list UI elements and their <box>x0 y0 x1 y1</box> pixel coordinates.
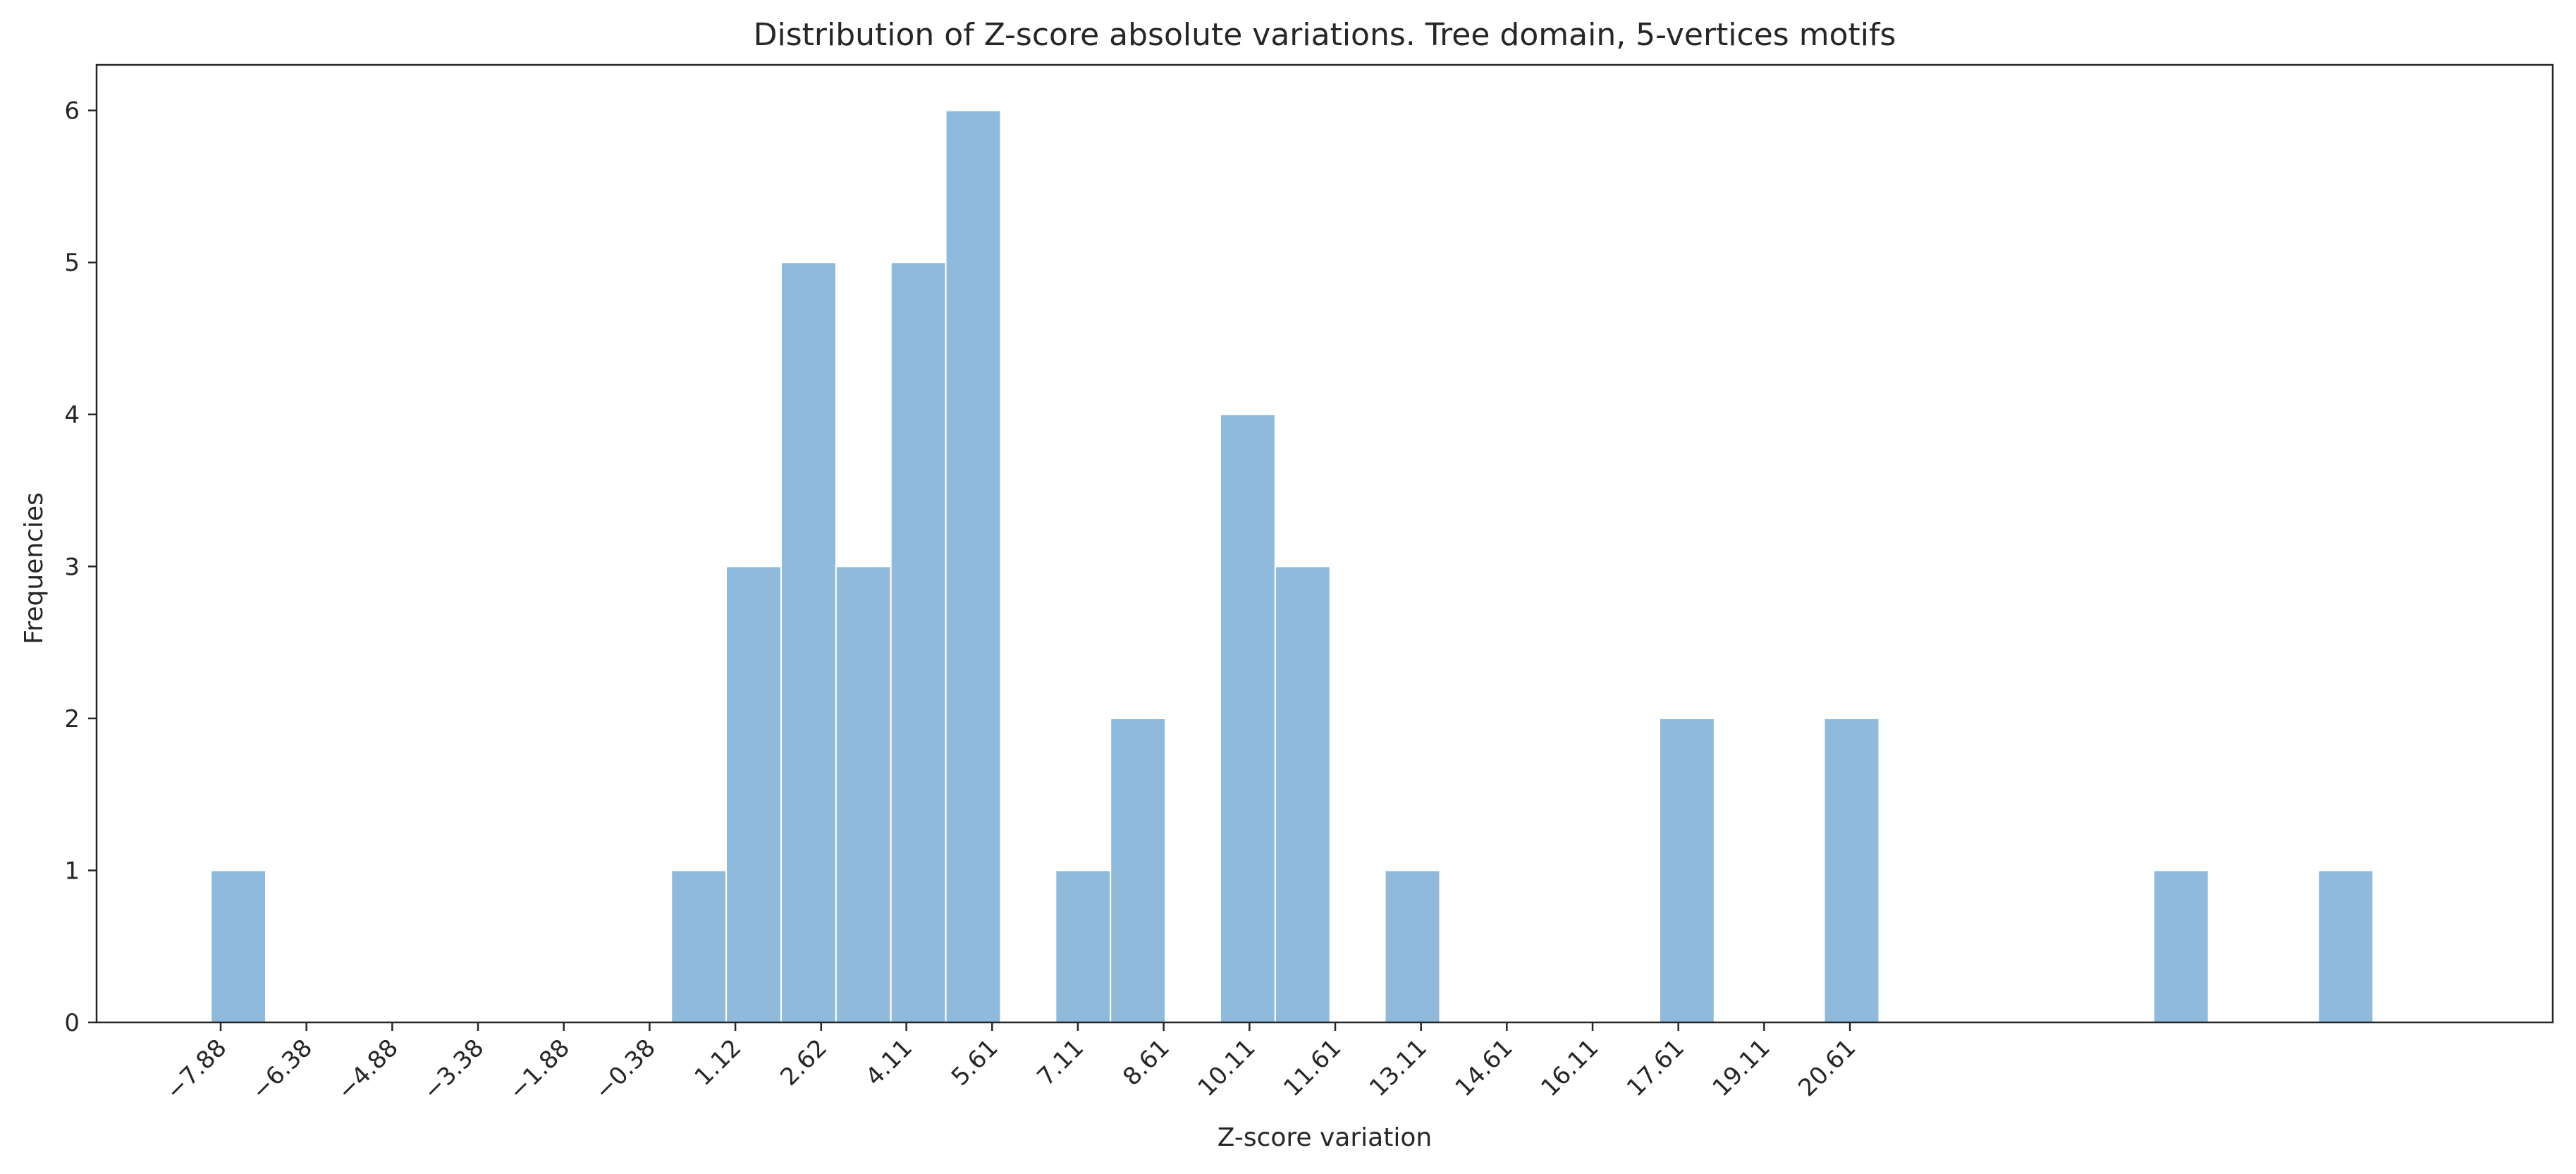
x-tick-label: −3.38 <box>417 1034 489 1106</box>
histogram-bar-4 <box>835 565 892 1023</box>
x-tick-label: −7.88 <box>160 1034 232 1106</box>
y-axis-label: Frequencies <box>20 492 49 644</box>
histogram-bar-13 <box>1823 717 1880 1024</box>
histogram-bar-15 <box>2317 869 2374 1024</box>
x-tick-label: 4.11 <box>860 1034 918 1092</box>
y-tick-label: 5 <box>64 249 80 277</box>
x-tick-label: 8.61 <box>1117 1034 1175 1092</box>
chart-title: Distribution of Z-score absolute variati… <box>754 17 1896 53</box>
y-tick-label: 1 <box>64 857 80 885</box>
x-tick-label: 2.62 <box>775 1034 833 1092</box>
x-tick-label: 13.11 <box>1364 1034 1433 1102</box>
y-tick-label: 3 <box>64 553 80 581</box>
y-tick-label: 2 <box>64 705 80 733</box>
x-tick-label: 10.11 <box>1193 1034 1261 1102</box>
histogram-bar-1 <box>670 869 728 1024</box>
histogram-bar-0 <box>210 869 267 1024</box>
histogram-bar-14 <box>2152 869 2209 1024</box>
x-tick-label: 20.61 <box>1793 1034 1861 1102</box>
histogram-bar-12 <box>1658 717 1715 1024</box>
y-ticks-group: 0 1 2 3 4 5 6 <box>64 97 97 1037</box>
x-tick-label: 5.61 <box>946 1034 1004 1092</box>
x-ticks-group: −7.88 −6.38 −4.88 −3.38 −1.88 −0.38 1.12 2.62 4.… <box>160 1022 1861 1106</box>
bars-group <box>210 109 2374 1024</box>
histogram-bar-5 <box>890 262 947 1024</box>
y-tick-label: 0 <box>64 1009 80 1037</box>
y-tick-label: 4 <box>64 401 80 429</box>
x-tick-label: −0.38 <box>589 1034 661 1106</box>
histogram-bar-11 <box>1384 869 1441 1024</box>
histogram-bar-6 <box>945 109 1002 1024</box>
x-tick-label: −4.88 <box>332 1034 404 1106</box>
plot-frame <box>95 63 2554 1024</box>
histogram-bar-9 <box>1219 413 1276 1023</box>
histogram-bar-8 <box>1110 717 1167 1024</box>
y-tick-label: 6 <box>64 97 80 126</box>
x-tick-label: 1.12 <box>689 1034 747 1092</box>
x-tick-label: −1.88 <box>503 1034 575 1106</box>
x-tick-label: 19.11 <box>1707 1034 1776 1102</box>
histogram-bar-7 <box>1055 869 1112 1024</box>
x-tick-label: 7.11 <box>1032 1034 1090 1092</box>
x-tick-label: 11.61 <box>1278 1034 1347 1102</box>
histogram-bar-2 <box>725 565 782 1023</box>
x-tick-label: 14.61 <box>1450 1034 1519 1102</box>
x-tick-label: 17.61 <box>1621 1034 1690 1102</box>
x-tick-label: 16.11 <box>1535 1034 1604 1102</box>
histogram-bar-3 <box>780 262 837 1024</box>
histogram-bar-10 <box>1274 565 1331 1023</box>
x-tick-label: −6.38 <box>246 1034 318 1106</box>
x-axis-label: Z-score variation <box>1218 1123 1432 1152</box>
